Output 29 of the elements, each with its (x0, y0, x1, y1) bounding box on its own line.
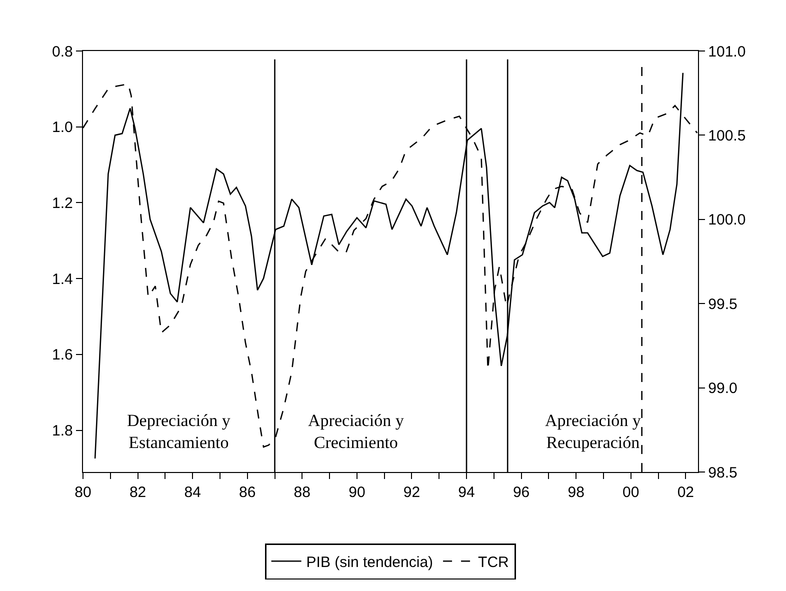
y2-tick-label: 99.5 (708, 296, 738, 313)
x-tick-label: 00 (622, 484, 640, 502)
legend-label: PIB (sin tendencia) (306, 554, 434, 571)
annotation: Apreciación y Recuperación (545, 411, 642, 452)
legend-label: TCR (478, 554, 510, 571)
y-tick-label: 1.8 (52, 422, 73, 440)
x-tick-label: 84 (184, 484, 201, 502)
annotation: Apreciación y Crecimiento (308, 411, 404, 452)
x-tick-label: 96 (512, 484, 530, 502)
y-tick-label: 1.4 (52, 270, 73, 288)
y-tick-label: 1.6 (52, 346, 73, 364)
y-tick-label: 0.8 (52, 43, 73, 60)
y2-tick-label: 100.0 (708, 212, 746, 229)
x-tick-label: 92 (403, 484, 420, 502)
y2-tick-label: 100.5 (708, 127, 746, 144)
x-tick-label: 02 (677, 484, 694, 502)
x-tick-label: 98 (568, 484, 584, 502)
x-tick-label: 86 (239, 484, 256, 502)
y2-tick-label: 98.5 (708, 464, 738, 482)
y2-tick-label: 101.0 (708, 43, 746, 60)
y2-tick-label: 99.0 (708, 380, 738, 398)
y-tick-label: 1.2 (52, 194, 73, 212)
annotation: Depreciación y Estancamiento (127, 411, 231, 452)
x-tick-label: 94 (458, 484, 475, 502)
x-tick-label: 82 (129, 484, 146, 502)
y-tick-label: 1.0 (52, 119, 73, 136)
x-tick-label: 80 (74, 484, 92, 502)
x-tick-label: 88 (294, 484, 310, 502)
x-tick-label: 90 (348, 484, 366, 502)
